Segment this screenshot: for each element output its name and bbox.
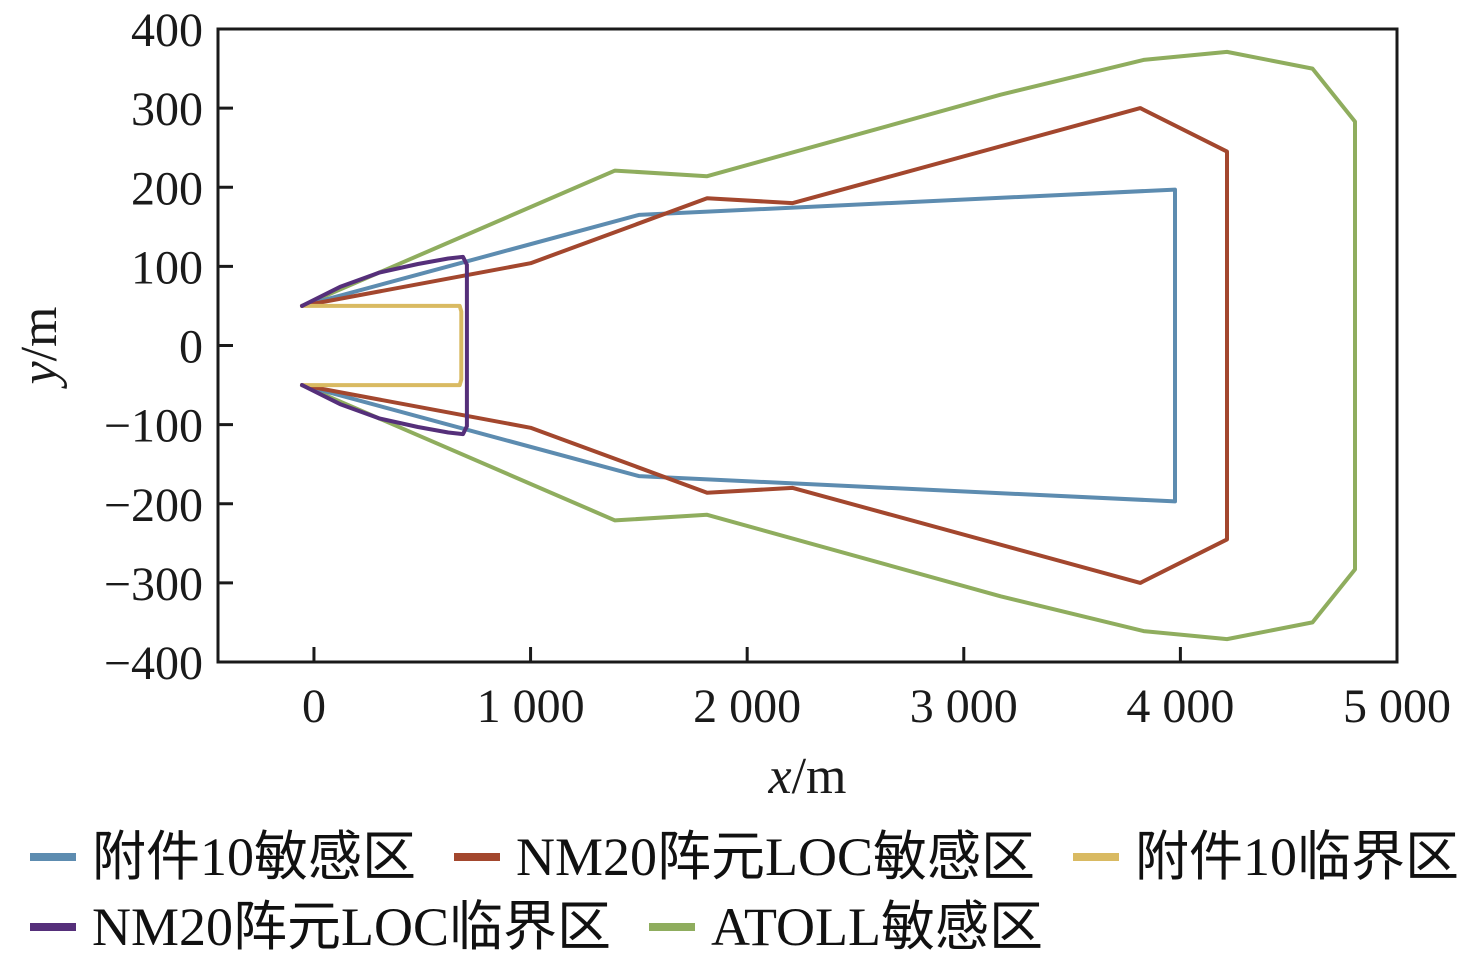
y-axis-label: y/m [11,307,68,390]
series-line [300,187,1177,504]
y-tick-label: 200 [131,162,203,215]
legend-row: NM20阵元LOC临界区 ATOLL敏感区 [30,896,1476,958]
x-tick-label: 4 000 [1126,680,1234,733]
y-tick-label: 300 [131,83,203,136]
y-tick-label: −100 [104,400,203,453]
y-tick-label: 0 [179,321,203,374]
x-tick-label: 5 000 [1343,680,1451,733]
chart-canvas: 0 1 000 2 000 3 000 4 000 5 000 400 300 200 100 0 −… [11,4,1451,805]
series-line [300,254,469,437]
legend-label: NM20阵元LOC临界区 [92,897,612,957]
legend-item: ATOLL敏感区 [649,900,1043,954]
x-tick-label: 0 [302,680,326,733]
plot-border [216,27,1399,664]
y-tick-label: −300 [104,558,203,611]
legend-row: 附件10敏感区 NM20阵元LOC敏感区 附件10临界区 [30,826,1476,888]
y-tick-label: 400 [131,4,203,57]
legend-item: 附件10敏感区 [30,830,416,884]
x-tick-label: 2 000 [693,680,801,733]
chart-legend: 附件10敏感区 NM20阵元LOC敏感区 附件10临界区 NM20阵元LOC临界区 A… [30,826,1476,958]
legend-item: 附件10临界区 [1073,830,1459,884]
y-tick-label: 100 [131,241,203,294]
legend-swatch [30,853,76,861]
y-tick-label: −200 [104,479,203,532]
legend-label: NM20阵元LOC敏感区 [516,827,1036,887]
legend-label: 附件10敏感区 [92,827,416,887]
y-tick-label: −400 [104,637,203,690]
legend-label: ATOLL敏感区 [711,897,1044,957]
legend-swatch [1073,853,1120,861]
legend-item: NM20阵元LOC敏感区 [454,830,1035,884]
x-axis-label: x/m [768,748,847,805]
series-line [300,106,1229,585]
series-line [300,303,464,388]
series-line [300,49,1357,642]
legend-swatch [30,923,76,931]
x-tick-label: 3 000 [910,680,1018,733]
legend-swatch [649,923,696,931]
legend-label: 附件10临界区 [1135,827,1460,887]
legend-item: NM20阵元LOC临界区 [30,900,611,954]
legend-swatch [454,853,500,861]
x-tick-label: 1 000 [477,680,585,733]
